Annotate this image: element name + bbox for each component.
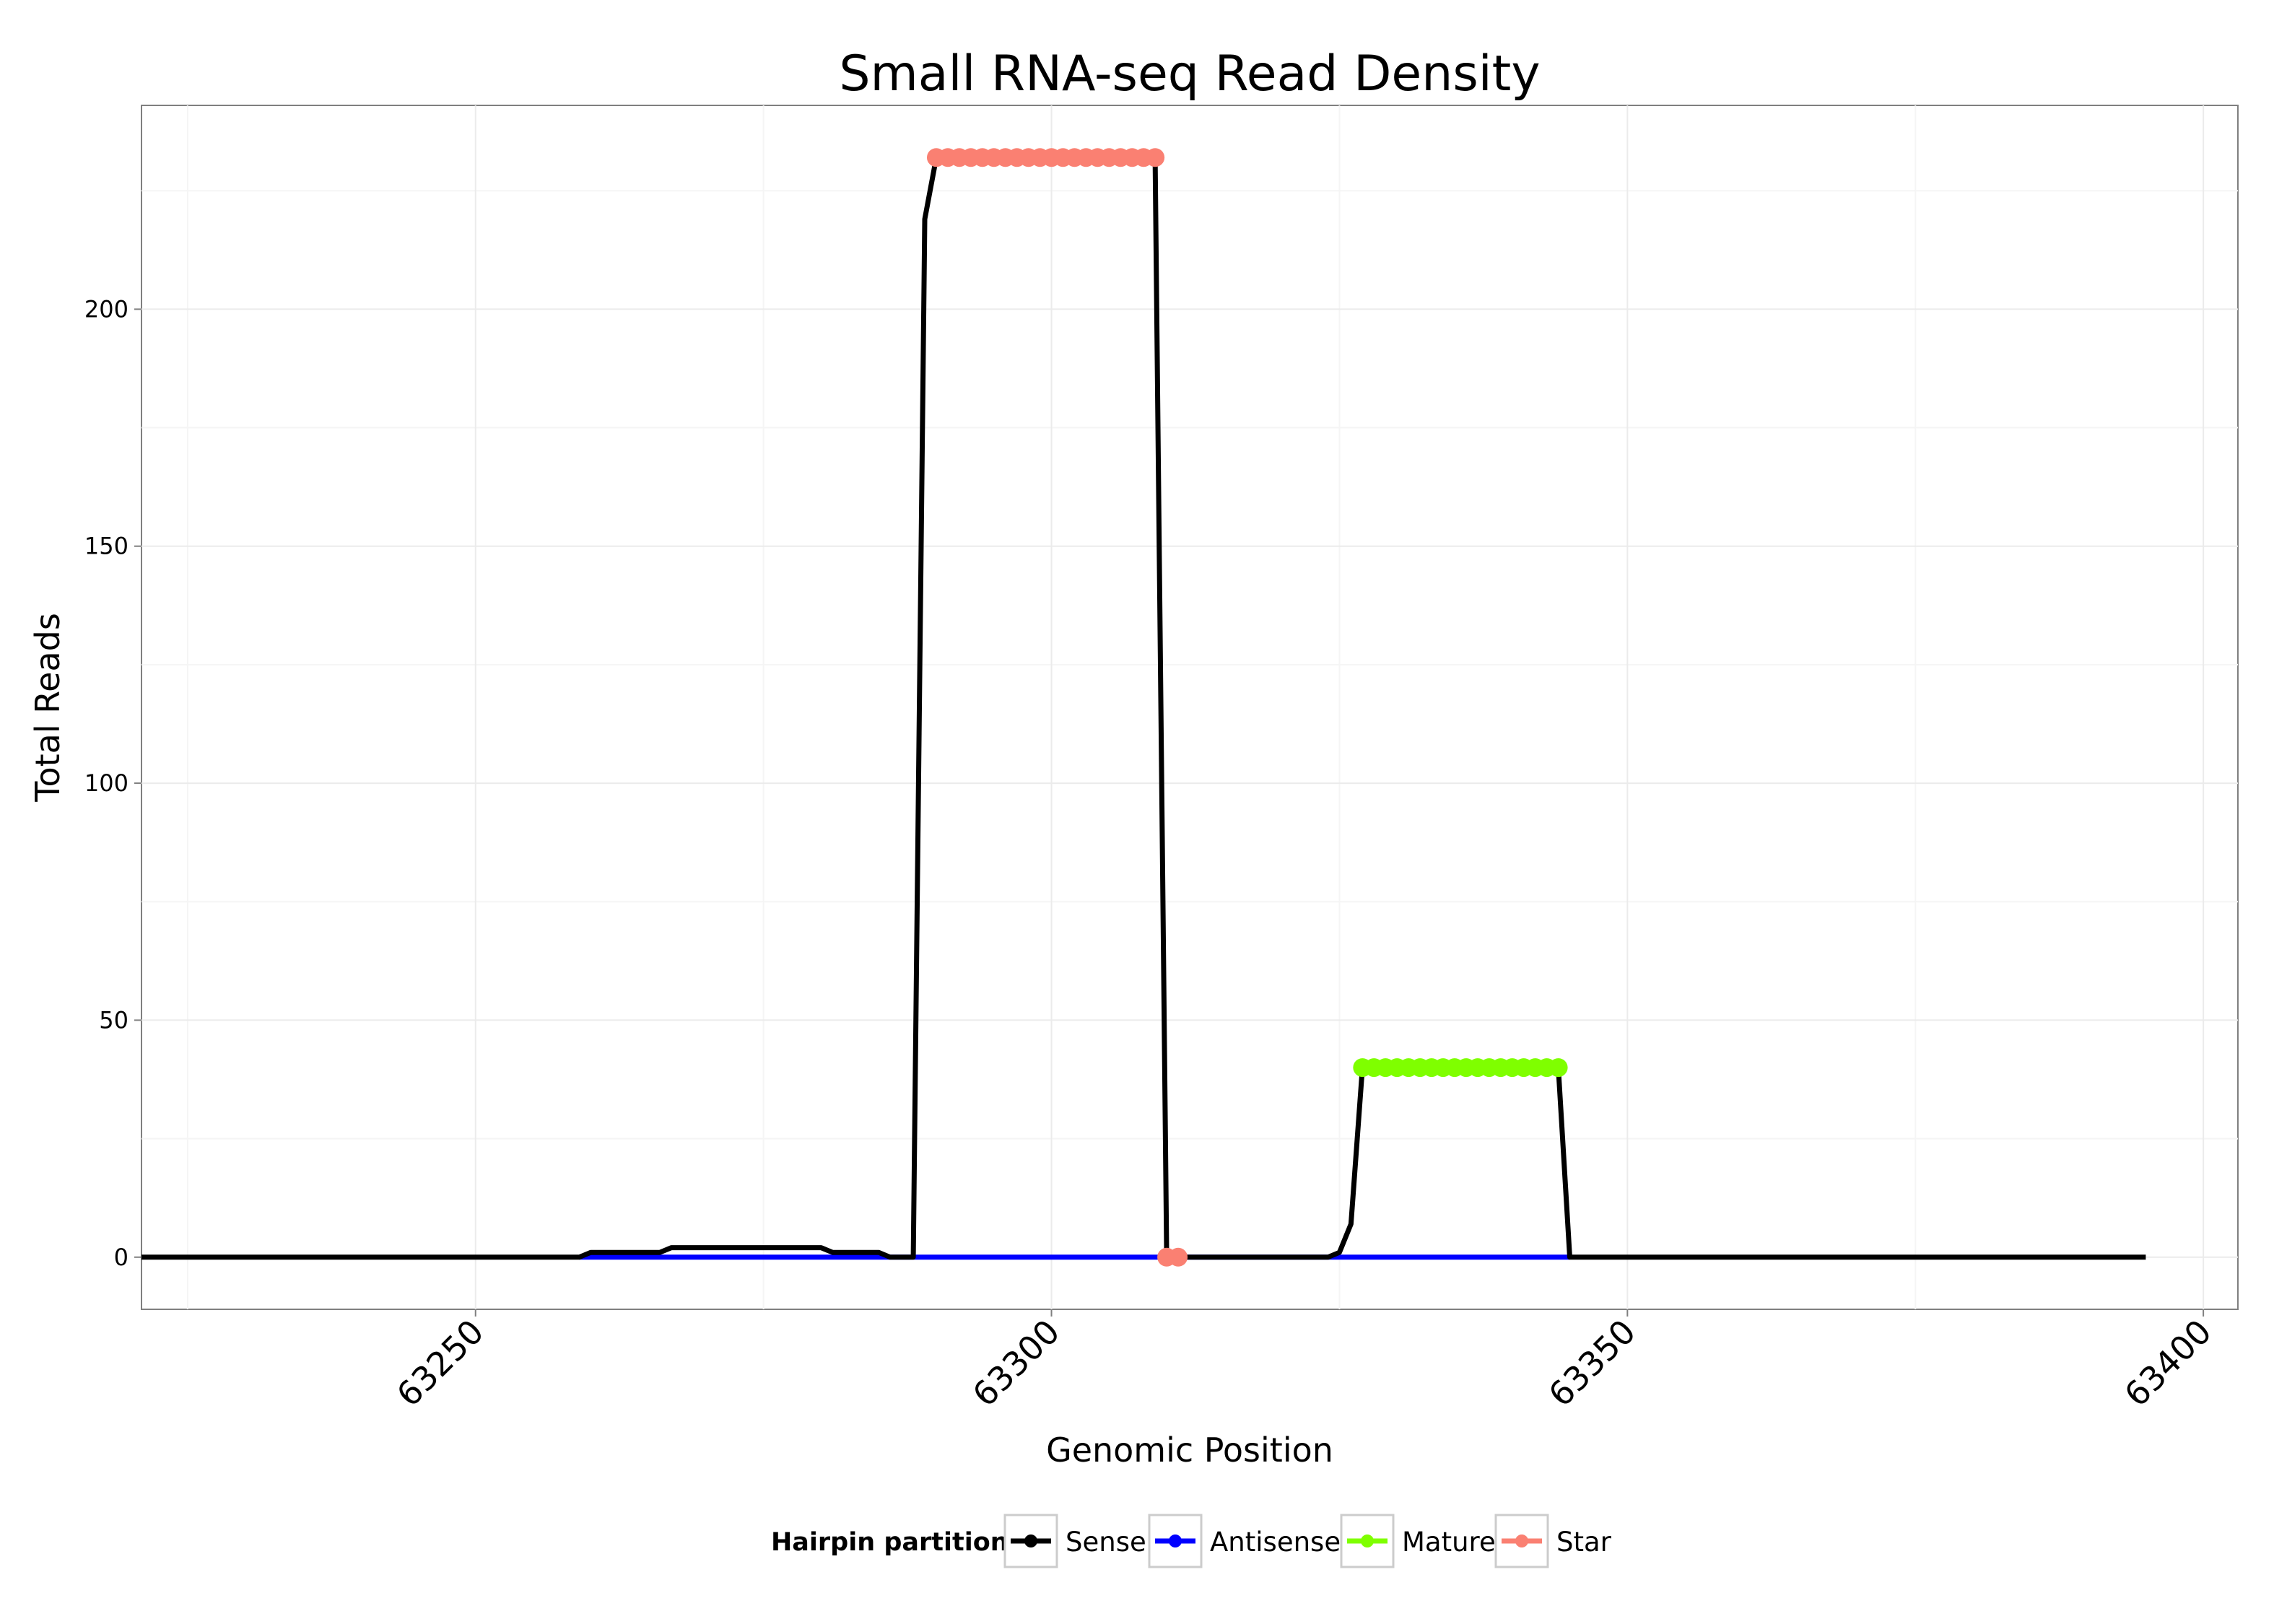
- star-point: [1146, 148, 1165, 167]
- x-tick-label: 63400: [2117, 1312, 2219, 1415]
- y-axis-title: Total Reads: [28, 613, 67, 803]
- y-axis: 0 50 100 150 200: [84, 295, 141, 1271]
- x-tick-label: 63350: [1541, 1312, 1643, 1415]
- mature-point: [1548, 1058, 1568, 1078]
- star-point: [1169, 1247, 1188, 1267]
- x-axis-title: Genomic Position: [1046, 1431, 1333, 1470]
- y-tick-label: 200: [84, 295, 128, 323]
- legend-label-antisense: Antisense: [1210, 1527, 1341, 1558]
- series-layer: [141, 148, 2146, 1267]
- legend-item-antisense: Antisense: [1148, 1514, 1341, 1568]
- y-tick-label: 50: [99, 1006, 128, 1034]
- plot-area: [141, 105, 2239, 1310]
- legend-swatch-point-star: [1515, 1534, 1528, 1547]
- chart-title: Small RNA-seq Read Density: [839, 45, 1540, 102]
- legend-item-mature: Mature: [1340, 1514, 1496, 1568]
- minor-gridlines: [141, 105, 2238, 1309]
- y-tick-label: 150: [84, 533, 128, 560]
- y-tick-label: 0: [114, 1244, 128, 1271]
- legend: Hairpin partition Sense Antisense Mature St…: [771, 1514, 1612, 1568]
- legend-items: Sense Antisense Mature Star: [1003, 1514, 1612, 1568]
- legend-swatch-point-antisense: [1169, 1534, 1182, 1547]
- legend-title: Hairpin partition: [771, 1528, 1009, 1557]
- legend-item-star: Star: [1494, 1514, 1612, 1568]
- legend-label-mature: Mature: [1402, 1527, 1496, 1558]
- legend-item-sense: Sense: [1003, 1514, 1146, 1568]
- x-axis: 63250 63300 63350 63400: [389, 1309, 2219, 1414]
- x-tick-label: 63300: [965, 1312, 1068, 1415]
- plot-panel: [141, 105, 2239, 1310]
- legend-label-star: Star: [1556, 1527, 1612, 1558]
- legend-label-sense: Sense: [1066, 1527, 1146, 1558]
- legend-swatch-point-sense: [1024, 1534, 1037, 1547]
- legend-swatch-point-mature: [1361, 1534, 1374, 1547]
- x-tick-label: 63250: [389, 1312, 492, 1415]
- y-tick-label: 100: [84, 769, 128, 797]
